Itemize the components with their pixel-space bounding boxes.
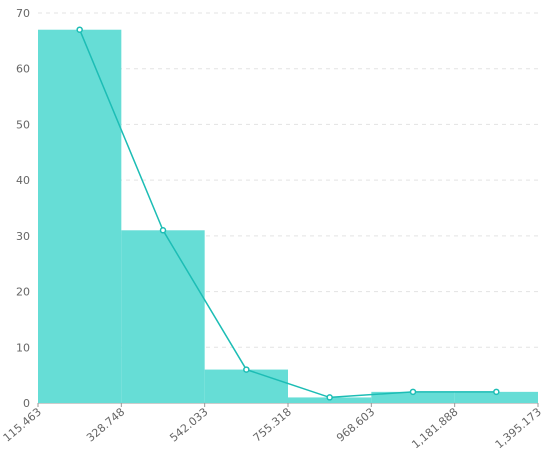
y-tick-label: 50 bbox=[16, 118, 30, 131]
y-tick-label: 40 bbox=[16, 174, 30, 187]
bar bbox=[204, 369, 288, 403]
line-point bbox=[409, 388, 417, 396]
y-tick-label: 30 bbox=[16, 230, 30, 243]
bar bbox=[454, 391, 538, 403]
x-tick-label: 328.748 bbox=[84, 405, 127, 444]
bar bbox=[371, 391, 455, 403]
x-tick-label: 1,395.173 bbox=[493, 405, 544, 451]
line-point bbox=[493, 388, 500, 396]
line-point bbox=[326, 394, 333, 401]
line-point bbox=[159, 227, 167, 234]
x-tick-label: 1,181.888 bbox=[409, 405, 460, 451]
y-tick-label: 70 bbox=[16, 7, 30, 20]
frequency-line bbox=[78, 29, 497, 399]
x-tick-label: 968.603 bbox=[334, 405, 377, 444]
line-point bbox=[243, 366, 250, 373]
y-tick-label: 10 bbox=[16, 341, 30, 354]
y-tick-label: 0 bbox=[23, 397, 30, 410]
x-tick-label: 755.318 bbox=[251, 405, 294, 444]
y-tick-label: 60 bbox=[16, 63, 30, 76]
bar bbox=[121, 230, 205, 403]
y-tick-label: 20 bbox=[16, 286, 30, 299]
line-point bbox=[76, 26, 83, 33]
x-tick-label: 542.033 bbox=[167, 405, 210, 444]
bar bbox=[38, 29, 122, 403]
x-tick-label: 115.463 bbox=[1, 405, 44, 444]
